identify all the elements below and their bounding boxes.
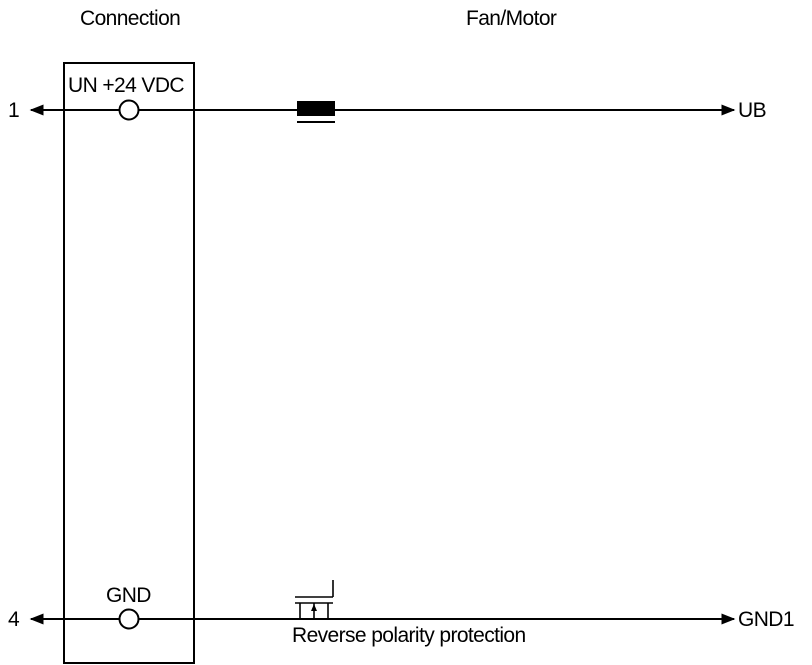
connection-heading: Connection (80, 7, 180, 30)
mosfet-icon (295, 580, 334, 619)
fan-motor-heading: Fan/Motor (466, 7, 557, 30)
pin-4-label: 4 (8, 608, 20, 631)
connection-box (63, 62, 195, 664)
inductor-icon (297, 101, 335, 123)
un-24vdc-label: UN +24 VDC (68, 74, 184, 97)
reverse-polarity-caption: Reverse polarity protection (292, 624, 526, 647)
ub-label: UB (738, 99, 766, 122)
gnd-label: GND (106, 584, 151, 607)
gnd1-label: GND1 (738, 608, 794, 631)
gnd-terminal (118, 608, 140, 630)
pin-1-label: 1 (8, 99, 19, 122)
un-terminal (118, 99, 140, 121)
